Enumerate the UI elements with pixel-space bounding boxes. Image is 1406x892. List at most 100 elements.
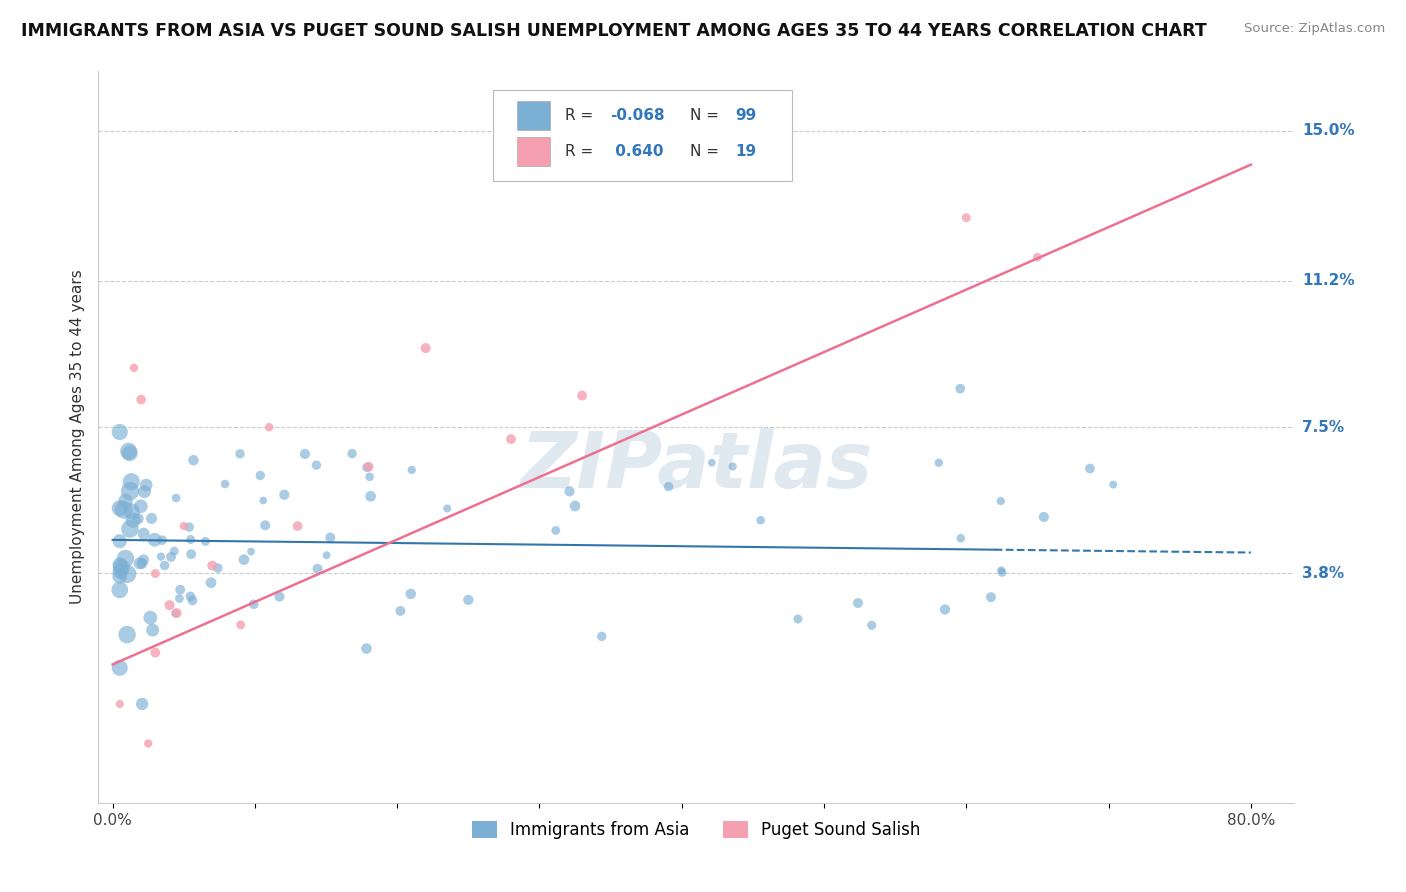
Legend: Immigrants from Asia, Puget Sound Salish: Immigrants from Asia, Puget Sound Salish bbox=[465, 814, 927, 846]
Point bbox=[591, 629, 613, 643]
Point bbox=[118, 522, 141, 536]
Point bbox=[949, 531, 972, 545]
Point bbox=[143, 533, 166, 547]
Point bbox=[356, 460, 378, 475]
Point bbox=[121, 504, 143, 518]
Point bbox=[108, 558, 131, 572]
Point bbox=[108, 425, 131, 439]
Point bbox=[721, 459, 744, 474]
Point bbox=[165, 491, 187, 505]
Point bbox=[114, 551, 136, 566]
Point bbox=[457, 592, 479, 607]
Point bbox=[179, 590, 201, 604]
Text: 0.640: 0.640 bbox=[610, 145, 664, 160]
Point bbox=[249, 468, 271, 483]
Point bbox=[131, 557, 153, 571]
Point bbox=[122, 513, 145, 527]
Point bbox=[401, 463, 423, 477]
Point bbox=[359, 470, 381, 484]
Point bbox=[163, 544, 186, 558]
Point bbox=[980, 590, 1002, 604]
Text: N =: N = bbox=[690, 108, 724, 123]
Point bbox=[991, 566, 1014, 580]
Point bbox=[110, 560, 132, 574]
Point bbox=[118, 446, 141, 460]
Bar bbox=[517, 101, 550, 130]
Point bbox=[990, 494, 1012, 508]
Point bbox=[150, 533, 173, 548]
Point bbox=[934, 602, 956, 616]
Point bbox=[128, 557, 150, 571]
Point bbox=[183, 453, 205, 467]
Point bbox=[1078, 461, 1101, 475]
Point bbox=[544, 524, 567, 538]
Point bbox=[134, 484, 156, 499]
Text: R =: R = bbox=[565, 145, 598, 160]
Point bbox=[254, 518, 277, 533]
Point bbox=[129, 500, 152, 514]
Point bbox=[169, 591, 191, 606]
Point bbox=[273, 488, 295, 502]
Point bbox=[114, 493, 136, 508]
Point bbox=[141, 511, 163, 525]
Point bbox=[160, 549, 183, 564]
Point bbox=[112, 502, 135, 516]
Point bbox=[499, 432, 522, 446]
Point bbox=[315, 549, 337, 563]
Text: 11.2%: 11.2% bbox=[1302, 274, 1354, 288]
Point bbox=[949, 382, 972, 396]
Point bbox=[153, 558, 176, 573]
Point bbox=[242, 597, 264, 611]
Point bbox=[173, 519, 195, 533]
Point bbox=[240, 544, 263, 558]
Point bbox=[139, 610, 162, 624]
Point bbox=[787, 612, 810, 626]
Point bbox=[165, 607, 187, 621]
Text: IMMIGRANTS FROM ASIA VS PUGET SOUND SALISH UNEMPLOYMENT AMONG AGES 35 TO 44 YEAR: IMMIGRANTS FROM ASIA VS PUGET SOUND SALI… bbox=[21, 22, 1206, 40]
Point bbox=[207, 561, 229, 575]
Text: 15.0%: 15.0% bbox=[1302, 123, 1354, 138]
Point bbox=[166, 606, 188, 620]
Point bbox=[117, 444, 139, 458]
Point bbox=[287, 519, 309, 533]
Point bbox=[436, 501, 458, 516]
Point bbox=[108, 501, 131, 516]
Text: N =: N = bbox=[690, 145, 724, 160]
Bar bbox=[517, 137, 550, 167]
Point bbox=[179, 520, 201, 534]
Point bbox=[415, 341, 437, 355]
Point bbox=[1032, 510, 1054, 524]
Point bbox=[389, 604, 412, 618]
Point bbox=[1102, 477, 1125, 491]
Point bbox=[132, 553, 155, 567]
Point bbox=[108, 661, 131, 675]
FancyBboxPatch shape bbox=[494, 90, 792, 181]
Point bbox=[149, 549, 172, 564]
Point bbox=[132, 526, 155, 541]
Y-axis label: Unemployment Among Ages 35 to 44 years: Unemployment Among Ages 35 to 44 years bbox=[69, 269, 84, 605]
Point bbox=[108, 582, 131, 597]
Point bbox=[180, 533, 202, 547]
Point bbox=[990, 563, 1012, 577]
Text: Source: ZipAtlas.com: Source: ZipAtlas.com bbox=[1244, 22, 1385, 36]
Point bbox=[955, 211, 977, 225]
Text: 7.5%: 7.5% bbox=[1302, 420, 1344, 434]
Point bbox=[135, 478, 157, 492]
Point bbox=[108, 534, 131, 549]
Point bbox=[180, 547, 202, 561]
Point bbox=[305, 458, 328, 472]
Point bbox=[129, 392, 152, 407]
Text: 3.8%: 3.8% bbox=[1302, 566, 1344, 581]
Point bbox=[269, 590, 291, 604]
Point bbox=[214, 477, 236, 491]
Point bbox=[294, 447, 316, 461]
Point bbox=[142, 623, 165, 637]
Point bbox=[115, 566, 138, 581]
Point bbox=[127, 511, 149, 525]
Point bbox=[307, 562, 329, 576]
Point bbox=[319, 531, 342, 545]
Point bbox=[1026, 250, 1049, 264]
Point bbox=[340, 447, 363, 461]
Text: R =: R = bbox=[565, 108, 598, 123]
Point bbox=[120, 475, 142, 489]
